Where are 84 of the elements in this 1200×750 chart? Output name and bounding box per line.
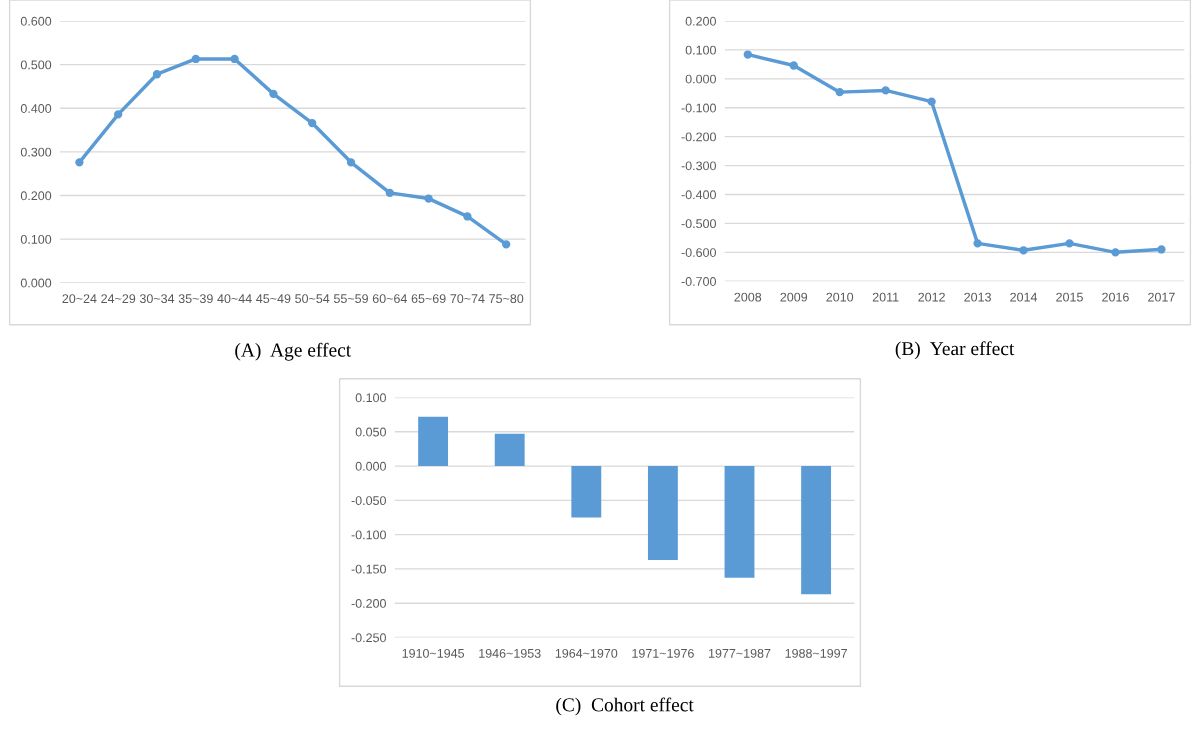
y-tick-label: -0.200 [681,132,716,142]
x-tick-label: 24~29 [101,294,136,304]
y-tick-label: -0.150 [351,564,386,574]
y-tick-label: -0.600 [681,248,716,257]
x-tick-label: 1988~1997 [785,648,847,658]
x-tick-label: 1977~1987 [709,648,771,658]
point [927,97,936,106]
point [1111,248,1120,257]
y-tick-label: 0.100 [355,393,386,403]
y-tick-label: -0.100 [351,530,386,540]
x-tick-label: 2012 [918,292,945,302]
x-tick-label: 75~80 [489,294,524,304]
point [75,158,84,167]
y-tick-label: -0.200 [351,599,386,608]
y-tick-label: -0.100 [681,103,716,113]
point [973,239,982,248]
x-tick-label: 40~44 [217,294,252,304]
point [385,188,394,198]
y-tick-label: -0.300 [681,161,716,171]
text: (B) Year effect [895,341,1015,360]
y-tick-label: -0.500 [681,219,716,229]
y-tick-label: -0.250 [351,633,386,643]
y-tick-label: 0.200 [20,191,52,201]
point [269,89,278,99]
point [502,240,511,249]
y-tick-label: -0.050 [351,496,386,506]
text: (A) Age effect [235,342,352,361]
point [463,212,472,221]
bar [801,466,832,595]
y-tick-label: 0.000 [685,74,716,84]
x-tick-label: 45~49 [256,294,291,304]
point [308,118,317,128]
y-tick-label: 0.300 [20,147,52,157]
bar [647,466,678,561]
x-tick-label: 2016 [1102,292,1129,302]
x-tick-label: 20~24 [62,294,97,304]
x-tick-label: 55~59 [333,294,368,304]
y-tick-label: -0.700 [681,277,716,286]
y-tick-label: -0.400 [681,190,716,200]
point [1019,246,1028,255]
bar [418,416,449,467]
point [1157,245,1166,254]
y-tick-label: 0.200 [685,16,716,26]
y-tick-label: 0.000 [355,461,386,471]
x-tick-label: 2015 [1056,292,1083,302]
point [743,50,752,59]
x-tick-label: 35~39 [178,294,213,304]
x-tick-label: 1910~1945 [402,648,465,658]
y-tick-label: 0.600 [20,16,52,26]
point [789,61,798,70]
x-tick-label: 60~64 [372,294,407,304]
y-tick-label: 0.100 [685,45,716,55]
x-tick-label: 2014 [1010,292,1038,302]
point [346,158,356,167]
point [152,70,162,79]
y-tick-label: 0.500 [20,60,52,70]
text: (C) Cohort effect [556,697,694,716]
point [881,86,890,95]
bar [494,433,525,467]
point [1065,239,1074,248]
x-tick-label: 2011 [872,292,899,302]
x-tick-label: 70~74 [450,294,485,304]
x-tick-label: 1946~1953 [479,648,541,658]
x-tick-label: 1971~1976 [632,648,694,658]
x-tick-label: 30~34 [139,294,175,304]
y-tick-label: 0.100 [20,234,52,244]
y-tick-label: 0.000 [20,278,52,288]
x-tick-label: 50~54 [295,294,330,304]
point [424,194,433,203]
point [835,87,844,97]
x-tick-label: 2008 [734,292,762,302]
x-tick-label: 2010 [826,292,854,302]
x-tick-label: 2009 [780,292,808,302]
bar [724,466,755,578]
y-tick-label: 0.400 [20,104,52,113]
bar [571,466,602,518]
point [191,54,200,64]
x-tick-label: 1964~1970 [555,648,618,658]
point [114,110,123,119]
x-tick-label: 65~69 [411,294,446,304]
y-tick-label: 0.050 [355,427,386,437]
x-tick-label: 2017 [1148,292,1175,302]
x-tick-label: 2013 [964,292,991,302]
point [230,54,239,64]
